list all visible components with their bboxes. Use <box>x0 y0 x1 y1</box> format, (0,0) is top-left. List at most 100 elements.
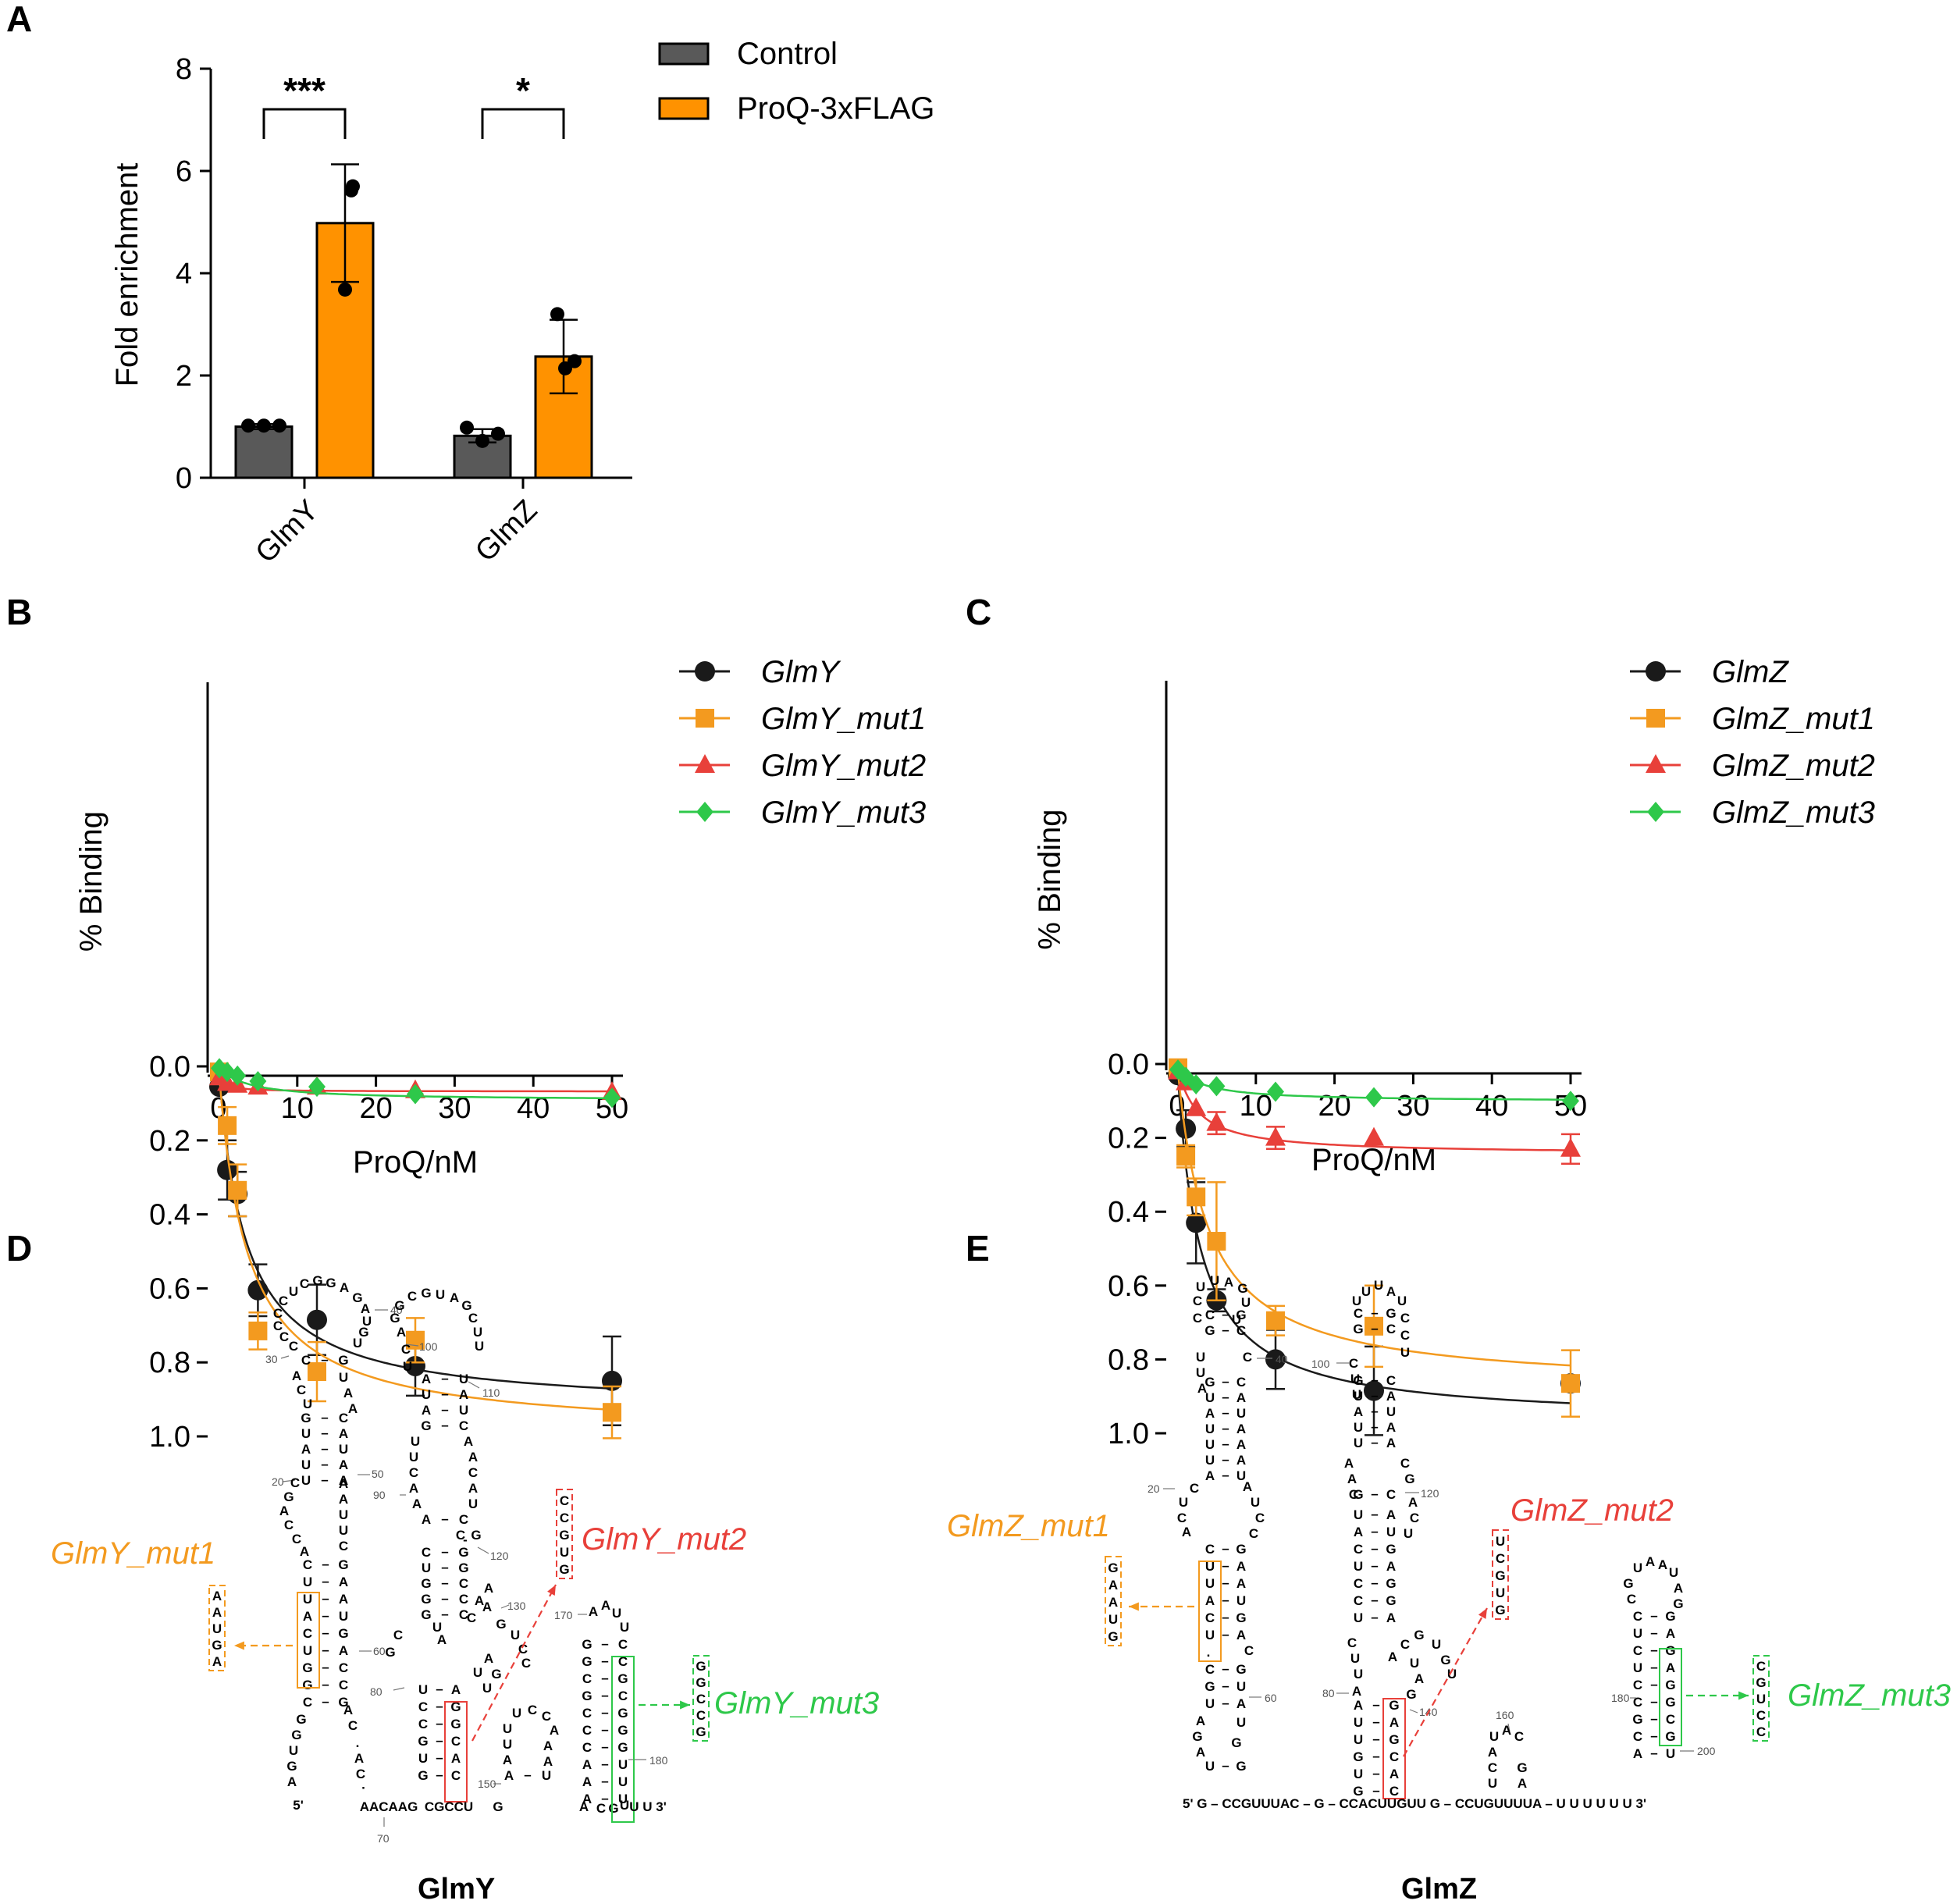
position-number: 40 <box>1276 1353 1288 1365</box>
nucleotide: U <box>1236 1715 1246 1730</box>
base-pair-bond: – <box>1222 1468 1229 1482</box>
base-pair-bond: – <box>1222 1610 1229 1625</box>
significance-bracket <box>262 108 347 139</box>
nucleotide: C <box>273 1306 283 1321</box>
nucleotide: A <box>543 1739 553 1753</box>
panel-d-glmy-structure: GlmY_mut1 GlmY_mut2 GlmY_mut3 C G G AUCCCCC… <box>51 1273 879 1904</box>
base-pair-bond: – <box>601 1671 608 1685</box>
nucleotide: U <box>1633 1626 1642 1641</box>
base-pair-bond: – <box>441 1402 448 1417</box>
base-pair-bond: – <box>601 1705 608 1720</box>
nucleotide: A <box>1414 1671 1424 1686</box>
legend-label-proq-3xflag: ProQ-3xFLAG <box>737 91 934 126</box>
legend-label-glmz_mut3: GlmZ_mut3 <box>1712 795 1875 830</box>
nucleotide: A <box>1196 1745 1205 1760</box>
base-pair-bond: – <box>1222 1452 1229 1467</box>
nucleotide: C <box>393 1628 403 1642</box>
y-tick-label: 0.8 <box>1108 1343 1149 1376</box>
nucleotide: C <box>1249 1526 1258 1541</box>
legend-label-glmz_mut2: GlmZ_mut2 <box>1712 749 1875 783</box>
nucleotide: C <box>1193 1294 1202 1308</box>
x-tick-label: 20 <box>359 1092 392 1125</box>
nucleotide: G <box>1414 1628 1424 1642</box>
fit-curve-glmz_mut1 <box>1176 1063 1571 1367</box>
nucleotide: U <box>1404 1526 1413 1541</box>
nucleotide: G <box>617 1671 628 1686</box>
nucleotide: A <box>475 1593 484 1608</box>
nucleotide: U <box>1354 1436 1363 1450</box>
nucleotide: A <box>1236 1437 1246 1452</box>
nucleotide: A <box>582 1774 592 1789</box>
nucleotide: U <box>362 1314 372 1329</box>
position-tick <box>1507 1723 1510 1732</box>
nucleotide: C <box>418 1717 428 1731</box>
nucleotide: G <box>1353 1749 1363 1764</box>
base-pair-bond: – <box>322 1557 329 1571</box>
base-pair-bond: – <box>1222 1421 1229 1436</box>
data-point <box>257 418 271 433</box>
position-number: 110 <box>482 1386 500 1399</box>
nucleotide: U <box>303 1397 312 1411</box>
glmz-mut1-arrow-head <box>1129 1602 1139 1611</box>
x-axis-label: ProQ/nM <box>353 1145 478 1180</box>
nucleotide: C <box>1255 1511 1265 1525</box>
legend-marker-glmy_mut3 <box>696 802 713 822</box>
legend-label-glmy_mut1: GlmY_mut1 <box>761 702 926 736</box>
position-number: 150 <box>478 1778 496 1790</box>
base-pair-bond: – <box>441 1386 448 1401</box>
base-pair-bond: – <box>601 1791 608 1806</box>
nucleotide: U <box>473 1665 482 1680</box>
nucleotide: C <box>618 1637 628 1652</box>
glmz-mut3-seq-nucleotide: C <box>1756 1708 1766 1723</box>
base-pair-bond: – <box>1650 1711 1657 1726</box>
nucleotide: U <box>459 1372 468 1386</box>
nucleotide: C <box>1400 1328 1410 1343</box>
legend-swatch-proq-3xflag <box>658 97 710 120</box>
base-pair-bond: – <box>322 1625 329 1640</box>
glmy-mut2-arrow-head <box>547 1585 556 1596</box>
nucleotide: A <box>1386 1284 1396 1299</box>
nucleotide: A <box>1205 1593 1215 1608</box>
panel-b-label: B <box>6 592 32 632</box>
glmy-bottom-strand: CGCCU <box>425 1799 473 1814</box>
nucleotide: U <box>1205 1759 1215 1774</box>
nucleotide: G <box>1665 1609 1675 1624</box>
nucleotide: A <box>1386 1610 1396 1625</box>
base-pair-bond: – <box>321 1441 328 1456</box>
glmy-mut3-seq-nucleotide: G <box>696 1659 706 1674</box>
nucleotide: C <box>1514 1729 1524 1744</box>
nucleotide: G <box>582 1637 592 1652</box>
nucleotide: . <box>356 1735 360 1750</box>
base-pair-bond: – <box>441 1371 448 1386</box>
nucleotide: U <box>1386 1525 1396 1539</box>
nucleotide: A <box>397 1325 406 1340</box>
nucleotide: U <box>1236 1406 1246 1421</box>
base-pair-bond: – <box>1650 1608 1657 1623</box>
base-pair-bond: – <box>1372 1731 1379 1746</box>
glmy-mut2-seq-nucleotide: G <box>559 1528 569 1543</box>
nucleotide: C <box>1389 1749 1399 1764</box>
nucleotide: U <box>1205 1437 1215 1452</box>
nucleotide: G <box>418 1768 428 1783</box>
nucleotide: G <box>496 1617 506 1632</box>
nucleotide: U <box>1354 1732 1363 1747</box>
nucleotide: C <box>1386 1322 1396 1336</box>
data-point-glmz_mut3 <box>1365 1087 1382 1108</box>
nucleotide: A <box>1236 1390 1246 1405</box>
legend-marker-glmy_mut2 <box>695 754 715 773</box>
significance-label: * <box>516 70 530 111</box>
glmy-caption: GlmY <box>418 1873 495 1904</box>
nucleotide: A <box>1354 1404 1363 1419</box>
nucleotide: C <box>1205 1662 1215 1677</box>
y-tick-label: 6 <box>176 155 192 188</box>
nucleotide: U <box>1210 1273 1219 1288</box>
position-number: 80 <box>1322 1687 1335 1699</box>
nucleotide: U <box>1236 1679 1246 1694</box>
nucleotide: A <box>1236 1576 1246 1591</box>
base-pair-bond: – <box>1222 1593 1229 1607</box>
nucleotide: U <box>1241 1295 1251 1310</box>
panel-d-label: D <box>6 1228 32 1269</box>
data-point-glmz_mut3 <box>1267 1081 1284 1102</box>
nucleotide: C <box>1205 1542 1215 1557</box>
